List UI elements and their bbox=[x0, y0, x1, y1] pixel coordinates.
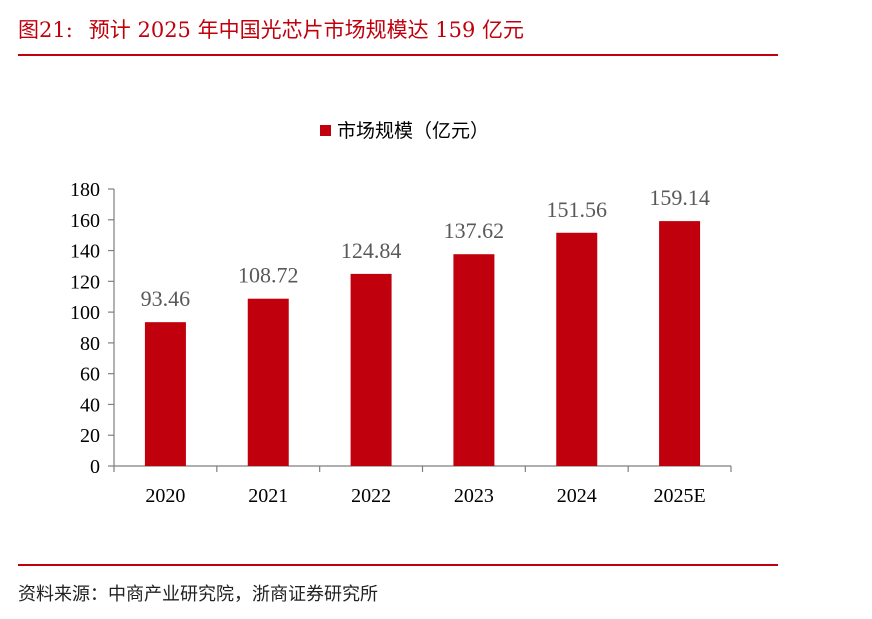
x-tick-label: 2024 bbox=[557, 485, 597, 507]
bar-2024 bbox=[556, 232, 598, 466]
data-label-2023: 137.62 bbox=[444, 218, 505, 243]
y-tick-label: 20 bbox=[80, 425, 100, 447]
y-tick-label: 120 bbox=[70, 271, 100, 293]
bar-2020 bbox=[144, 322, 186, 466]
data-label-2025E: 159.14 bbox=[649, 185, 710, 210]
x-tick-label: 2020 bbox=[145, 485, 185, 507]
title-divider bbox=[18, 54, 778, 56]
data-label-2020: 93.46 bbox=[141, 286, 191, 311]
bars bbox=[144, 221, 701, 466]
legend-swatch bbox=[320, 125, 331, 136]
data-labels: 93.46 108.72 124.84 137.62 151.56 159.14 bbox=[141, 185, 710, 311]
y-tick-label: 80 bbox=[80, 333, 100, 355]
figure-title: 图21: 预计 2025 年中国光芯片市场规模达 159 亿元 bbox=[18, 14, 524, 44]
y-tick-label: 100 bbox=[70, 302, 100, 324]
y-tick-label: 40 bbox=[80, 394, 100, 416]
x-tick-label: 2025E bbox=[653, 485, 705, 507]
source-note: 资料来源：中商产业研究院，浙商证券研究所 bbox=[18, 584, 378, 605]
x-tick-label: 2023 bbox=[454, 485, 494, 507]
y-tick-label: 180 bbox=[70, 179, 100, 201]
x-tick-label: 2022 bbox=[351, 485, 391, 507]
y-tick-label: 60 bbox=[80, 364, 100, 386]
y-tick-label: 140 bbox=[70, 241, 100, 263]
data-label-2021: 108.72 bbox=[238, 263, 299, 288]
bar-2021 bbox=[247, 298, 289, 466]
figure-title-text: 预计 2025 年中国光芯片市场规模达 159 亿元 bbox=[88, 18, 525, 42]
bar-2022 bbox=[350, 273, 392, 466]
axes: 0 20 40 60 80 100 120 140 160 180 2020 2021 2022 2023… bbox=[70, 179, 732, 507]
x-tick-label: 2021 bbox=[248, 485, 288, 507]
figure-number: 图21: bbox=[18, 18, 73, 42]
data-label-2024: 151.56 bbox=[547, 197, 608, 222]
legend: 市场规模（亿元） bbox=[320, 120, 489, 142]
legend-label: 市场规模（亿元） bbox=[337, 120, 489, 142]
bar-2023 bbox=[453, 254, 495, 466]
data-label-2022: 124.84 bbox=[341, 238, 402, 263]
y-tick-label: 0 bbox=[90, 456, 100, 478]
bar-2025E bbox=[659, 221, 701, 466]
source-divider bbox=[18, 564, 778, 566]
y-tick-label: 160 bbox=[70, 210, 100, 232]
